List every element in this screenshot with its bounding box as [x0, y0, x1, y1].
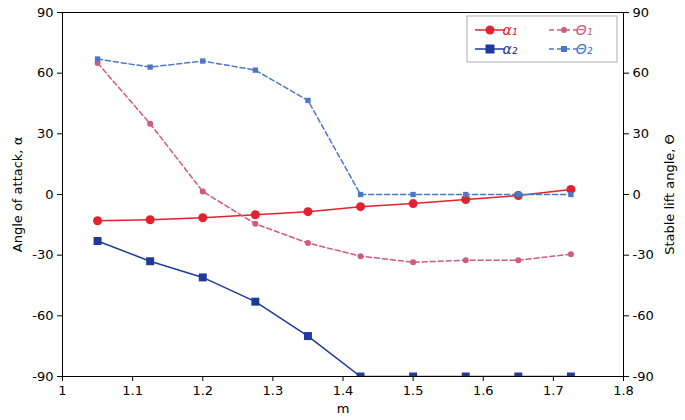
- svg-text:-60: -60: [633, 308, 654, 323]
- svg-text:0: 0: [633, 187, 641, 202]
- svg-text:30: 30: [37, 126, 54, 141]
- svg-text:1.4: 1.4: [333, 383, 354, 398]
- svg-text:-30: -30: [32, 247, 53, 262]
- svg-text:1: 1: [58, 383, 66, 398]
- svg-text:-90: -90: [32, 369, 53, 384]
- svg-text:1.6: 1.6: [473, 383, 494, 398]
- svg-text:Θ₁: Θ₁: [576, 22, 593, 38]
- svg-text:Stable lift angle, Θ: Stable lift angle, Θ: [662, 134, 677, 255]
- svg-text:1.1: 1.1: [122, 383, 143, 398]
- svg-text:1.7: 1.7: [543, 383, 564, 398]
- svg-text:Θ₂: Θ₂: [576, 41, 593, 57]
- svg-text:Angle of attack, α: Angle of attack, α: [10, 137, 25, 252]
- svg-text:1.8: 1.8: [613, 383, 634, 398]
- svg-text:60: 60: [37, 65, 54, 80]
- svg-text:1.2: 1.2: [192, 383, 213, 398]
- svg-text:0: 0: [45, 187, 53, 202]
- svg-text:α₂: α₂: [503, 41, 518, 57]
- svg-text:30: 30: [633, 126, 650, 141]
- svg-text:-30: -30: [633, 247, 654, 262]
- svg-text:-90: -90: [633, 369, 654, 384]
- svg-text:1.3: 1.3: [263, 383, 284, 398]
- svg-text:60: 60: [633, 65, 650, 80]
- svg-text:m: m: [337, 401, 350, 416]
- svg-text:1.5: 1.5: [403, 383, 424, 398]
- svg-text:α₁: α₁: [503, 22, 518, 38]
- svg-text:-60: -60: [32, 308, 53, 323]
- svg-text:90: 90: [633, 5, 650, 20]
- svg-text:90: 90: [37, 5, 54, 20]
